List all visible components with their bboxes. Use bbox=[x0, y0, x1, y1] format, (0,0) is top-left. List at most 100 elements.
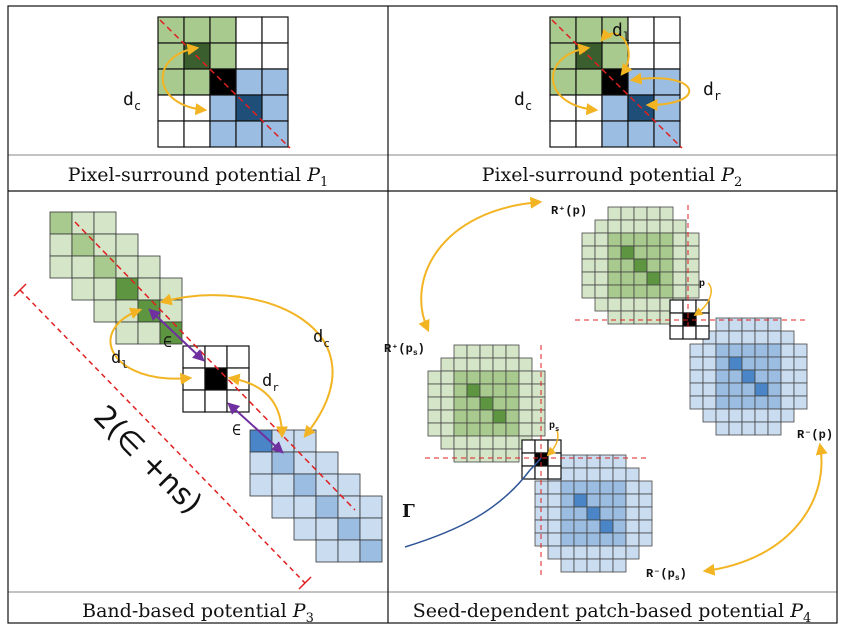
r-minus-p-cell bbox=[728, 408, 743, 423]
r-plus-ps-cell bbox=[466, 383, 481, 398]
r-minus-ps-cell bbox=[625, 506, 640, 521]
r-minus-p-cell bbox=[728, 395, 743, 410]
r-plus-p-cell bbox=[646, 297, 661, 312]
r-minus-ps-cell bbox=[625, 467, 640, 482]
band-diagonal-cell bbox=[359, 539, 383, 563]
r-plus-ps-cell bbox=[479, 422, 494, 437]
r-plus-ps-cell bbox=[492, 344, 507, 359]
r-minus-p-cell bbox=[715, 330, 730, 345]
diagonal-dash-line bbox=[551, 19, 683, 149]
table-frame bbox=[7, 5, 838, 624]
r-minus-p-cell bbox=[728, 330, 743, 345]
r-minus-ps-cell bbox=[560, 545, 575, 560]
r-minus-ps-cell bbox=[573, 519, 588, 534]
blue-cell bbox=[601, 94, 629, 122]
r-plus-ps-cell bbox=[427, 383, 442, 398]
r-plus-ps-cell bbox=[518, 383, 533, 398]
r-plus-p-cell bbox=[633, 310, 648, 325]
r-minus-p-cell bbox=[741, 421, 756, 436]
r-plus-ps-cell bbox=[427, 396, 442, 411]
r-plus-ps-cell bbox=[518, 396, 533, 411]
r-plus-ps-cell bbox=[531, 370, 546, 385]
seed-window-cell bbox=[669, 299, 684, 314]
r-plus-ps-cell bbox=[440, 383, 455, 398]
seed-window-cell bbox=[669, 325, 684, 340]
r-plus-ps-cell bbox=[492, 448, 507, 463]
r-minus-ps-cell bbox=[547, 545, 562, 560]
band-cell bbox=[137, 277, 161, 301]
band-cell bbox=[315, 473, 339, 497]
band-cell bbox=[115, 233, 139, 257]
r-plus-p-cell bbox=[607, 258, 622, 273]
r-plus-ps-cell bbox=[453, 422, 468, 437]
blue-cell bbox=[261, 68, 289, 96]
r-minus-ps-cell bbox=[638, 519, 653, 534]
r-plus-p-cell bbox=[620, 310, 635, 325]
band-cell bbox=[137, 255, 161, 279]
dl-arrow bbox=[600, 28, 633, 76]
band-diagonal-cell bbox=[137, 299, 161, 323]
r-minus-p-cell bbox=[780, 382, 795, 397]
r-plus-ps-cell bbox=[466, 344, 481, 359]
r-plus-p-cell bbox=[594, 271, 609, 286]
r-plus-ps-cell bbox=[479, 383, 494, 398]
r-minus-ps-cell bbox=[586, 480, 601, 495]
band-diagonal-cell bbox=[293, 473, 317, 497]
r-plus-p-cell bbox=[633, 271, 648, 286]
r-plus-ps-cell bbox=[479, 409, 494, 424]
p-pointer-arrow bbox=[693, 282, 712, 316]
band-diagonal-cell bbox=[49, 211, 73, 235]
r-plus-p-cell bbox=[607, 284, 622, 299]
r-plus-ps-cell bbox=[453, 435, 468, 450]
r-minus-p-label: R⁻(p) bbox=[797, 428, 833, 442]
grid-cell bbox=[235, 16, 263, 44]
r-plus-ps-cell bbox=[453, 370, 468, 385]
band-cell bbox=[93, 277, 117, 301]
r-minus-ps-cell bbox=[625, 493, 640, 508]
dr-label: dr bbox=[262, 371, 279, 394]
band-cell bbox=[359, 495, 383, 519]
grid-cell bbox=[627, 42, 655, 70]
r-minus-p-cell bbox=[728, 421, 743, 436]
panel-4-annotations: R⁺(p) R⁺(ps) R⁻(p) R⁻(ps) p ps Γ bbox=[384, 196, 833, 583]
r-plus-p-cell bbox=[581, 271, 596, 286]
r-minus-p-cell bbox=[741, 356, 756, 371]
grid-cell bbox=[261, 42, 289, 70]
r-minus-ps-cell bbox=[560, 558, 575, 573]
band-cell bbox=[49, 255, 73, 279]
gamma-curve bbox=[404, 457, 542, 548]
r-plus-ps-cell bbox=[440, 370, 455, 385]
r-plus-p-cell bbox=[607, 232, 622, 247]
grid-cell bbox=[653, 16, 681, 44]
r-plus-ps-cell bbox=[466, 370, 481, 385]
grid-cell bbox=[575, 120, 603, 148]
green-cell bbox=[601, 42, 629, 70]
grid-cell bbox=[235, 42, 263, 70]
band-cell bbox=[93, 299, 117, 323]
blue-cell bbox=[653, 68, 681, 96]
band-cell bbox=[315, 539, 339, 563]
r-plus-p-cell bbox=[607, 297, 622, 312]
r-minus-ps-cell bbox=[638, 506, 653, 521]
r-plus-ps-cell bbox=[505, 435, 520, 450]
grid-cell bbox=[157, 94, 185, 122]
r-plus-ps-cell bbox=[466, 448, 481, 463]
dc-label: dc bbox=[123, 89, 141, 113]
grid-cell bbox=[157, 120, 185, 148]
r-plus-ps-cell bbox=[466, 357, 481, 372]
r-minus-p-cell bbox=[754, 330, 769, 345]
r-minus-p-cell bbox=[780, 343, 795, 358]
r-plus-ps-cell bbox=[479, 396, 494, 411]
epsilon-top-label: ∈ bbox=[163, 333, 172, 351]
r-plus-p-cell bbox=[607, 310, 622, 325]
r-minus-ps-cell bbox=[560, 467, 575, 482]
band-cell bbox=[315, 517, 339, 541]
r-minus-ps-cell bbox=[573, 558, 588, 573]
r-plus-p-cell bbox=[581, 245, 596, 260]
r-plus-ps-cell bbox=[492, 422, 507, 437]
r-minus-p-cell bbox=[728, 356, 743, 371]
blue-cell bbox=[209, 94, 237, 122]
dl-label: dl bbox=[111, 348, 128, 371]
r-plus-p-cell bbox=[620, 245, 635, 260]
seed-window-cell bbox=[521, 452, 536, 467]
